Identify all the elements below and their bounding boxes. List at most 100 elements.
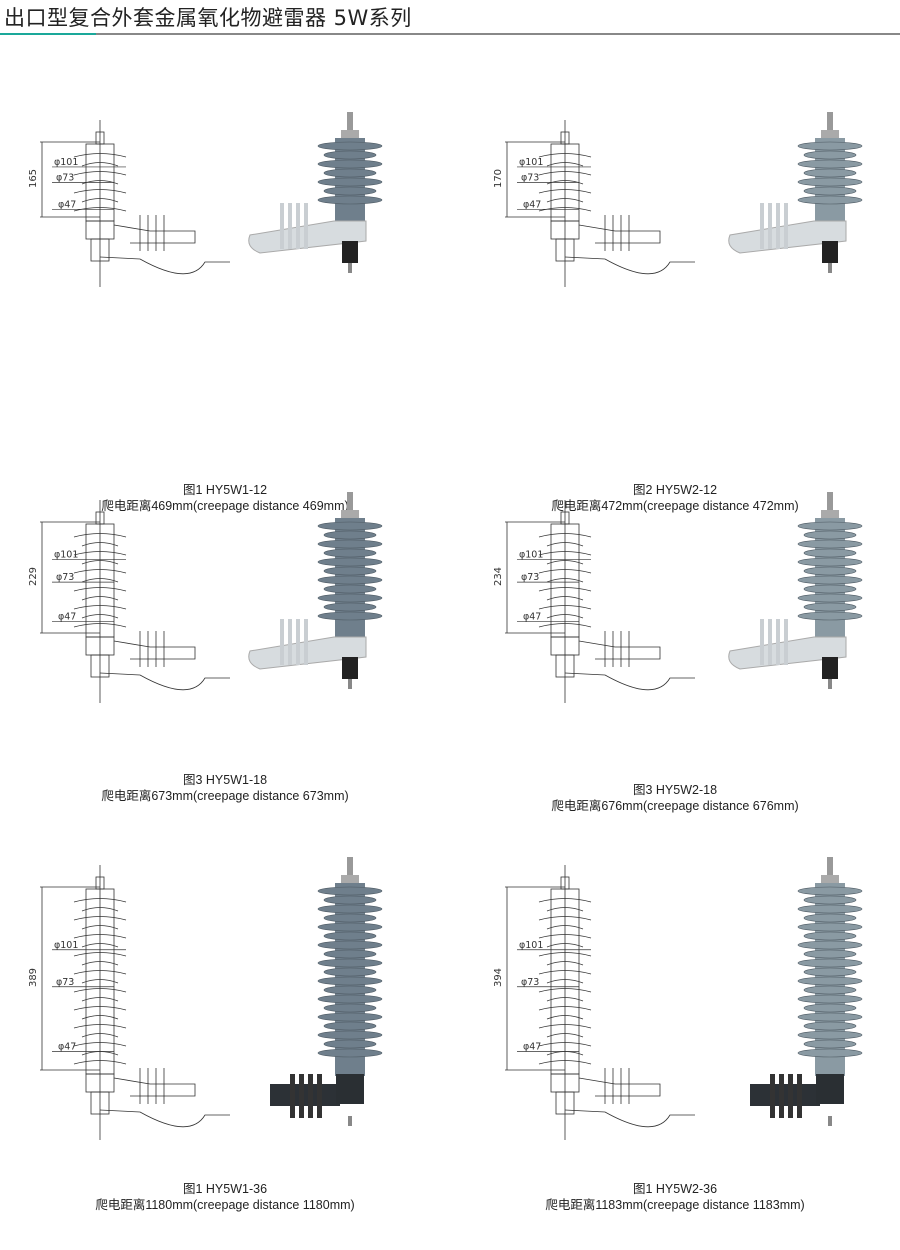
photo-top-cap [341, 510, 359, 518]
shed-outline [73, 952, 127, 957]
height-dimension-label: 229 [28, 567, 39, 586]
photo-shed [323, 1021, 377, 1031]
photo-shed [317, 958, 383, 968]
shed-outline [81, 596, 119, 601]
shed-outline [538, 898, 592, 903]
photo-bracket [270, 1084, 340, 1106]
diameter-label: φ101 [519, 550, 543, 561]
lower-terminal [90, 238, 110, 262]
diameter-label: φ47 [58, 199, 76, 210]
photo-bracket-fin [760, 203, 764, 249]
shed-outline [538, 587, 592, 592]
photo-bracket-fin [296, 203, 300, 249]
figure-creepage: 爬电距离676mm(creepage distance 676mm) [551, 799, 799, 813]
photo-bracket-fin [290, 1074, 295, 1118]
shed-outline [73, 569, 127, 574]
shed-outline [546, 961, 584, 966]
photo-bracket-fin [288, 203, 292, 249]
technical-drawing [505, 500, 695, 703]
photo-shed [797, 1012, 863, 1022]
photo-shed [797, 593, 863, 603]
shed-outline [81, 925, 119, 930]
photo-shed [323, 530, 377, 540]
shed-outline [538, 605, 592, 610]
photo-shed [323, 949, 377, 959]
photo-shed [797, 159, 863, 169]
photo-shed [317, 195, 383, 205]
photo-shed [323, 895, 377, 905]
bracket-outline [578, 640, 661, 660]
shed-outline [538, 1006, 592, 1011]
photo-shed [323, 967, 377, 977]
lower-terminal [90, 654, 110, 678]
photo-top-bolt [347, 112, 353, 132]
shed-outline [81, 198, 119, 203]
figure-creepage: 爬电距离1183mm(creepage distance 1183mm) [545, 1198, 805, 1212]
photo-bracket-fin [296, 619, 300, 665]
arrestor-figure: 229 φ101 φ73 φ47 [28, 492, 383, 703]
diameter-label: φ47 [523, 199, 541, 210]
shed-outline [546, 907, 584, 912]
photo-bracket-fin [779, 1074, 784, 1118]
photo-bracket-fin [784, 619, 788, 665]
shed-outline [538, 623, 592, 628]
photo-shed [317, 994, 383, 1004]
shed-outline [81, 180, 119, 185]
photo-shed [797, 611, 863, 621]
diameter-label: φ47 [523, 1042, 541, 1053]
photo-shed [797, 177, 863, 187]
photo-shed [797, 940, 863, 950]
shed-outline [73, 153, 127, 158]
diameter-label: φ73 [521, 172, 539, 183]
shed-outline [538, 916, 592, 921]
shed-outline [73, 1024, 127, 1029]
shed-outline [546, 542, 584, 547]
photo-base [336, 1074, 364, 1104]
photo-shed [797, 976, 863, 986]
figure-panel: 165 φ101 φ73 φ47 图1 HY5W1-12 爬电距离469mm(creepa… [0, 110, 450, 513]
arrestor-figure: 389 φ101 φ73 φ47 [28, 857, 383, 1140]
photo-top-bolt [827, 492, 833, 512]
photo-shed [803, 602, 857, 612]
photo-lower-terminal [822, 241, 838, 263]
shed-outline [73, 623, 127, 628]
figure-model: 图3 HY5W2-18 [632, 783, 718, 797]
diameter-label: φ101 [54, 157, 78, 168]
photo-shed [317, 922, 383, 932]
shed-outline [546, 198, 584, 203]
photo-shed [317, 593, 383, 603]
photo-bracket-fin [797, 1074, 802, 1118]
photo-shed [317, 1012, 383, 1022]
figure-model: 图1 HY5W1-12 [182, 483, 268, 497]
photo-shed [317, 159, 383, 169]
photo-lower-terminal [822, 657, 838, 679]
product-photo [248, 112, 383, 273]
technical-drawing [40, 120, 230, 287]
ground-lead [564, 256, 695, 275]
shed-outline [546, 162, 584, 167]
photo-bracket-fin [280, 619, 284, 665]
photo-shed [797, 904, 863, 914]
diameter-label: φ101 [519, 940, 543, 951]
shed-outline [546, 596, 584, 601]
shed-outline [538, 934, 592, 939]
photo-shed [797, 922, 863, 932]
photo-shed [803, 1039, 857, 1049]
photo-bracket-fin [770, 1074, 775, 1118]
photo-shed [803, 168, 857, 178]
photo-shed [803, 1021, 857, 1031]
shed-outline [538, 970, 592, 975]
arrestor-figure: 234 φ101 φ73 φ47 [493, 492, 863, 703]
shed-outline [81, 979, 119, 984]
photo-bracket-fin [784, 203, 788, 249]
photo-top-bolt [827, 857, 833, 877]
photo-top-bolt [347, 857, 353, 877]
photo-shed [323, 150, 377, 160]
photo-top-cap [821, 510, 839, 518]
diameter-label: φ73 [521, 977, 539, 988]
figure-panel: 234 φ101 φ73 φ47 图3 HY5W2-18 爬电距离676mm(creepa… [450, 490, 900, 813]
photo-shed [797, 195, 863, 205]
photo-bracket-fin [776, 619, 780, 665]
figure-creepage: 爬电距离472mm(creepage distance 472mm) [551, 499, 799, 513]
